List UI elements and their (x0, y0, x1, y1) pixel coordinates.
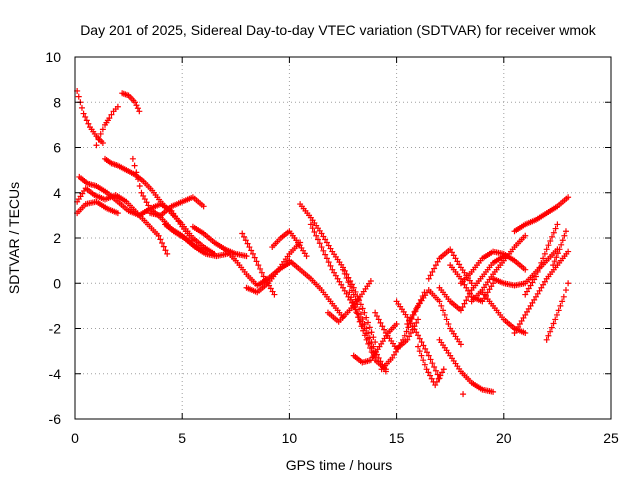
series-points-s26 (404, 287, 464, 348)
x-tick-label: 0 (71, 430, 79, 446)
y-tick-label: 4 (53, 185, 61, 201)
series-points-s14 (243, 239, 304, 296)
y-tick-label: -2 (49, 321, 62, 337)
series-points-s17 (297, 201, 379, 346)
series-points-s10 (162, 221, 231, 260)
series-points-s25 (393, 298, 443, 382)
series-points-s33 (468, 232, 529, 305)
y-tick-label: 2 (53, 230, 61, 246)
series-points-s36 (511, 194, 572, 235)
series-points-s9 (147, 194, 207, 219)
series-points-s27 (415, 343, 447, 389)
x-tick-label: 10 (282, 430, 298, 446)
y-tick-label: -6 (49, 411, 62, 427)
y-axis-title: SDTVAR / TECUs (6, 182, 22, 294)
axes: 0 5 10 15 20 25 -6 -4 -2 0 2 4 6 8 10 (45, 49, 619, 446)
series-points-s13 (239, 230, 278, 298)
series-points-s30 (436, 253, 507, 314)
plot-frame (74, 56, 612, 420)
series-points-s32 (457, 248, 529, 287)
series-points-s16 (286, 257, 346, 321)
series-points-s4 (74, 198, 121, 217)
series-points-s29 (436, 336, 497, 395)
series-points-s19 (324, 277, 374, 325)
y-tick-label: 0 (53, 275, 61, 291)
y-tick-label: 8 (53, 94, 61, 110)
series-points-s40 (550, 228, 569, 269)
series-points-s41 (460, 391, 467, 398)
x-axis-title: GPS time / hours (286, 457, 393, 473)
x-tick-label: 20 (496, 430, 512, 446)
series-points-s6 (93, 103, 121, 149)
x-tick-label: 5 (178, 430, 186, 446)
x-tick-label: 25 (603, 430, 619, 446)
y-tick-label: -4 (49, 366, 62, 382)
series-points-s39 (543, 280, 572, 343)
grid (75, 57, 611, 419)
y-tick-label: 10 (45, 49, 61, 65)
data-points (74, 87, 572, 398)
series-points-s5 (102, 155, 218, 257)
y-tick-label: 6 (53, 140, 61, 156)
series-points-s1 (74, 87, 106, 146)
series-points-s37 (511, 248, 572, 337)
series-points-s7 (119, 90, 143, 115)
series-points-s21 (346, 289, 389, 373)
series-points-s38 (522, 221, 561, 298)
series-points-s15 (269, 228, 310, 260)
chart-title: Day 201 of 2025, Sidereal Day-to-day VTE… (80, 22, 597, 38)
x-tick-label: 15 (389, 430, 405, 446)
